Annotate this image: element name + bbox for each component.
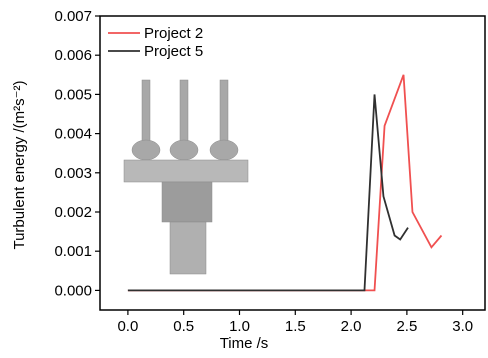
x-tick-label: 0.5 — [173, 318, 194, 335]
x-tick-label: 3.0 — [452, 318, 473, 335]
inset-rod — [180, 80, 188, 145]
x-tick-label: 2.5 — [396, 318, 417, 335]
inset-rod — [142, 80, 150, 145]
inset-flange — [124, 160, 248, 182]
legend-label: Project 5 — [144, 43, 203, 60]
legend-label: Project 2 — [144, 25, 203, 42]
x-tick-label: 1.5 — [285, 318, 306, 335]
inset-nozzle — [170, 140, 198, 160]
y-tick-label: 0.006 — [54, 47, 92, 64]
chart: Time /s Turbulent energy /(m²s⁻²) 0.000 0… — [0, 0, 488, 358]
inset-nozzle — [132, 140, 160, 160]
x-axis-label: Time /s — [220, 335, 269, 352]
inset-nozzle — [210, 140, 238, 160]
inset-rod — [220, 80, 228, 145]
inset-device — [124, 80, 248, 274]
x-tick-label: 1.0 — [229, 318, 250, 335]
y-tick-label: 0.003 — [54, 165, 92, 182]
y-tick-label: 0.000 — [54, 282, 92, 299]
y-tick-label: 0.004 — [54, 126, 92, 143]
inset-body — [162, 182, 212, 222]
y-tick-label: 0.005 — [54, 86, 92, 103]
y-axis-label: Turbulent energy /(m²s⁻²) — [11, 80, 28, 249]
y-tick-label: 0.007 — [54, 8, 92, 25]
inset-tube — [170, 222, 206, 274]
x-tick-label: 2.0 — [341, 318, 362, 335]
y-tick-label: 0.002 — [54, 204, 92, 221]
y-tick-label: 0.001 — [54, 243, 92, 260]
x-tick-label: 0.0 — [117, 318, 138, 335]
